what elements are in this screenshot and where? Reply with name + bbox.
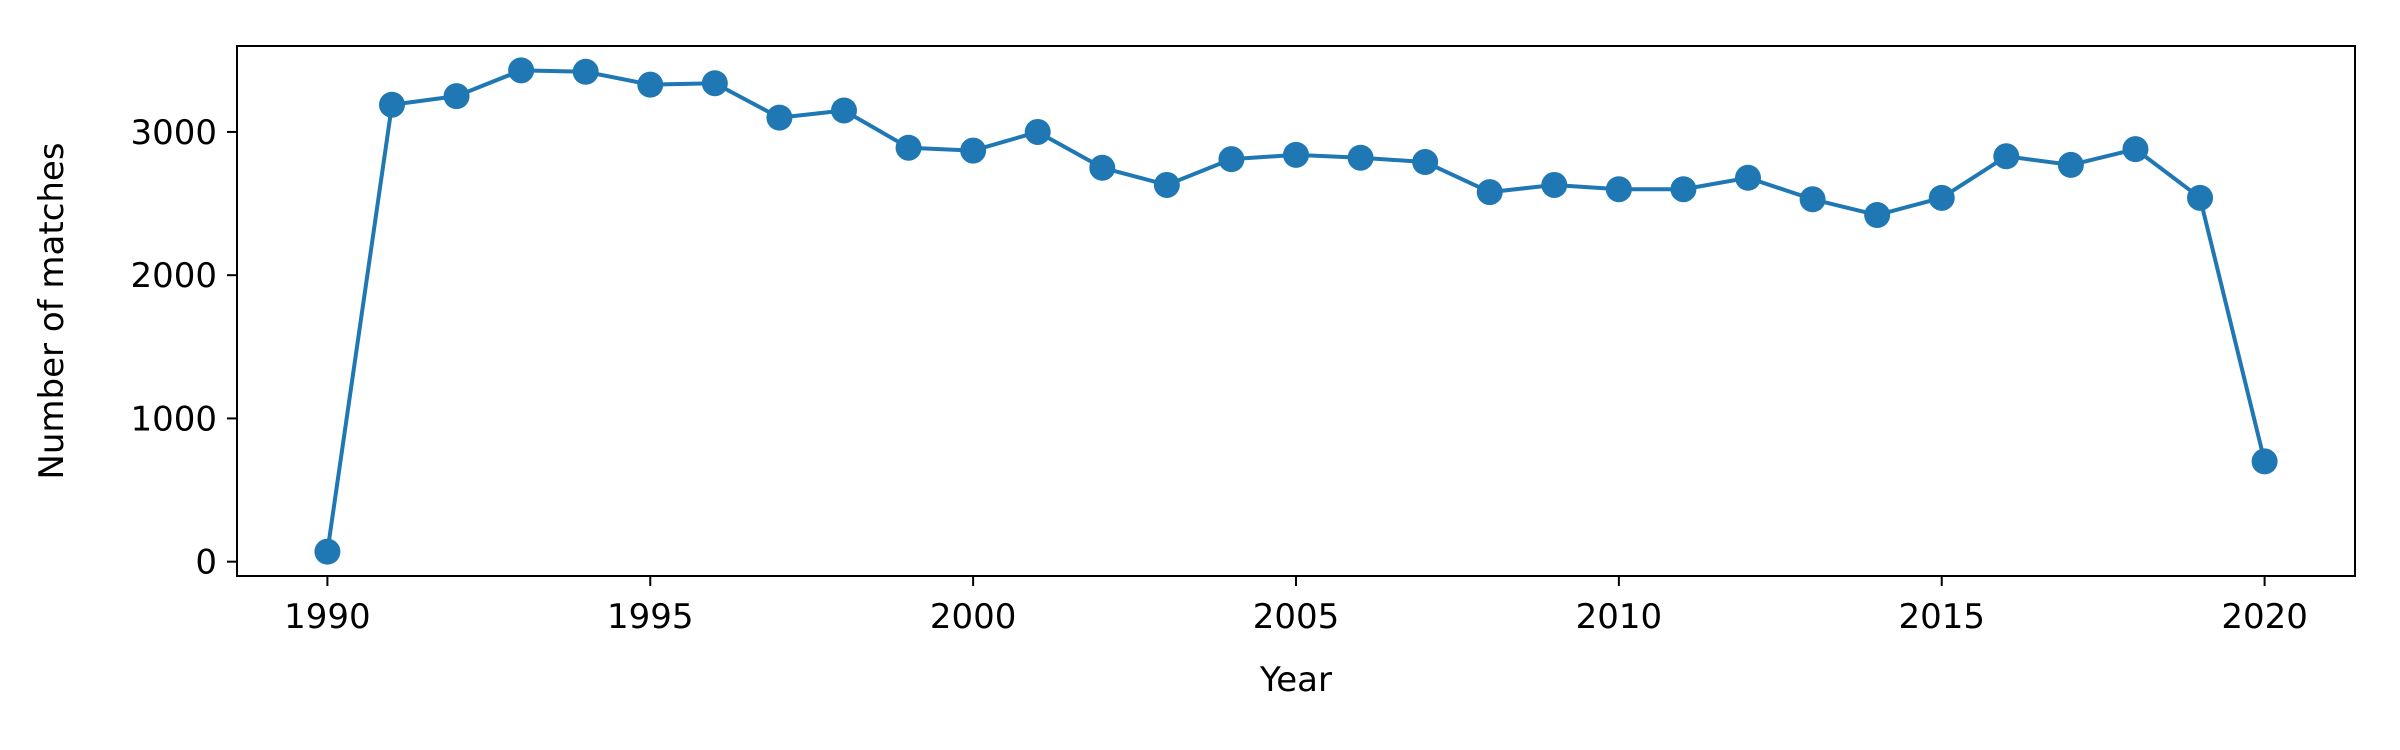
x-tick-label: 2000 (930, 597, 1017, 637)
data-point (1670, 176, 1697, 203)
y-tick-label: 3000 (130, 113, 217, 153)
data-point (1089, 154, 1116, 181)
y-tick-label: 1000 (130, 399, 217, 439)
x-axis-title: Year (1259, 660, 1332, 700)
series-layer (314, 57, 2278, 565)
data-point (2057, 151, 2084, 178)
y-axis-title: Number of matches (32, 142, 72, 479)
data-point (830, 97, 857, 124)
data-point (2251, 448, 2278, 475)
data-point (701, 70, 728, 97)
data-point (572, 58, 599, 85)
data-point (1153, 171, 1180, 198)
data-point (895, 134, 922, 161)
data-point (1024, 118, 1051, 145)
data-point (314, 538, 341, 565)
data-point (1799, 186, 1826, 213)
data-point (2187, 184, 2214, 211)
data-point (1218, 146, 1245, 173)
y-tick-label: 2000 (130, 256, 217, 296)
y-tick-label: 0 (195, 543, 217, 583)
data-point (1347, 144, 1374, 171)
x-tick-label: 1990 (284, 597, 371, 637)
data-point (1605, 176, 1632, 203)
x-tick-label: 2020 (2221, 597, 2308, 637)
data-point (1735, 164, 1762, 191)
data-point (1412, 149, 1439, 176)
data-point (637, 71, 664, 98)
x-tick-label: 2015 (1898, 597, 1985, 637)
data-point (443, 83, 470, 110)
data-point (1283, 141, 1309, 168)
data-point (1993, 143, 2020, 170)
data-point (1476, 179, 1503, 206)
data-point (1928, 184, 1955, 211)
x-tick-label: 2010 (1576, 597, 1663, 637)
data-point (1864, 202, 1891, 229)
data-point (960, 137, 987, 164)
data-point (378, 91, 405, 118)
x-axis: 1990 1995 2000 2005 2010 2015 2020 (284, 576, 2308, 637)
y-axis: 0 1000 2000 3000 (130, 113, 237, 583)
data-point (2122, 136, 2149, 163)
data-point (1541, 171, 1568, 198)
x-tick-label: 1995 (607, 597, 694, 637)
x-tick-label: 2005 (1253, 597, 1340, 637)
data-point (766, 104, 793, 131)
data-point (508, 57, 535, 84)
